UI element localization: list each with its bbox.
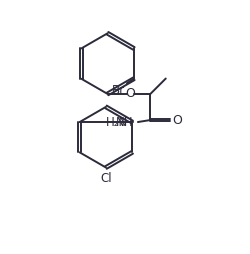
Text: Cl: Cl: [100, 172, 112, 185]
Text: O: O: [126, 87, 136, 100]
Text: O: O: [173, 114, 182, 126]
Text: Br: Br: [112, 85, 125, 98]
Text: H₂N: H₂N: [106, 116, 128, 129]
Text: NH: NH: [116, 116, 134, 129]
